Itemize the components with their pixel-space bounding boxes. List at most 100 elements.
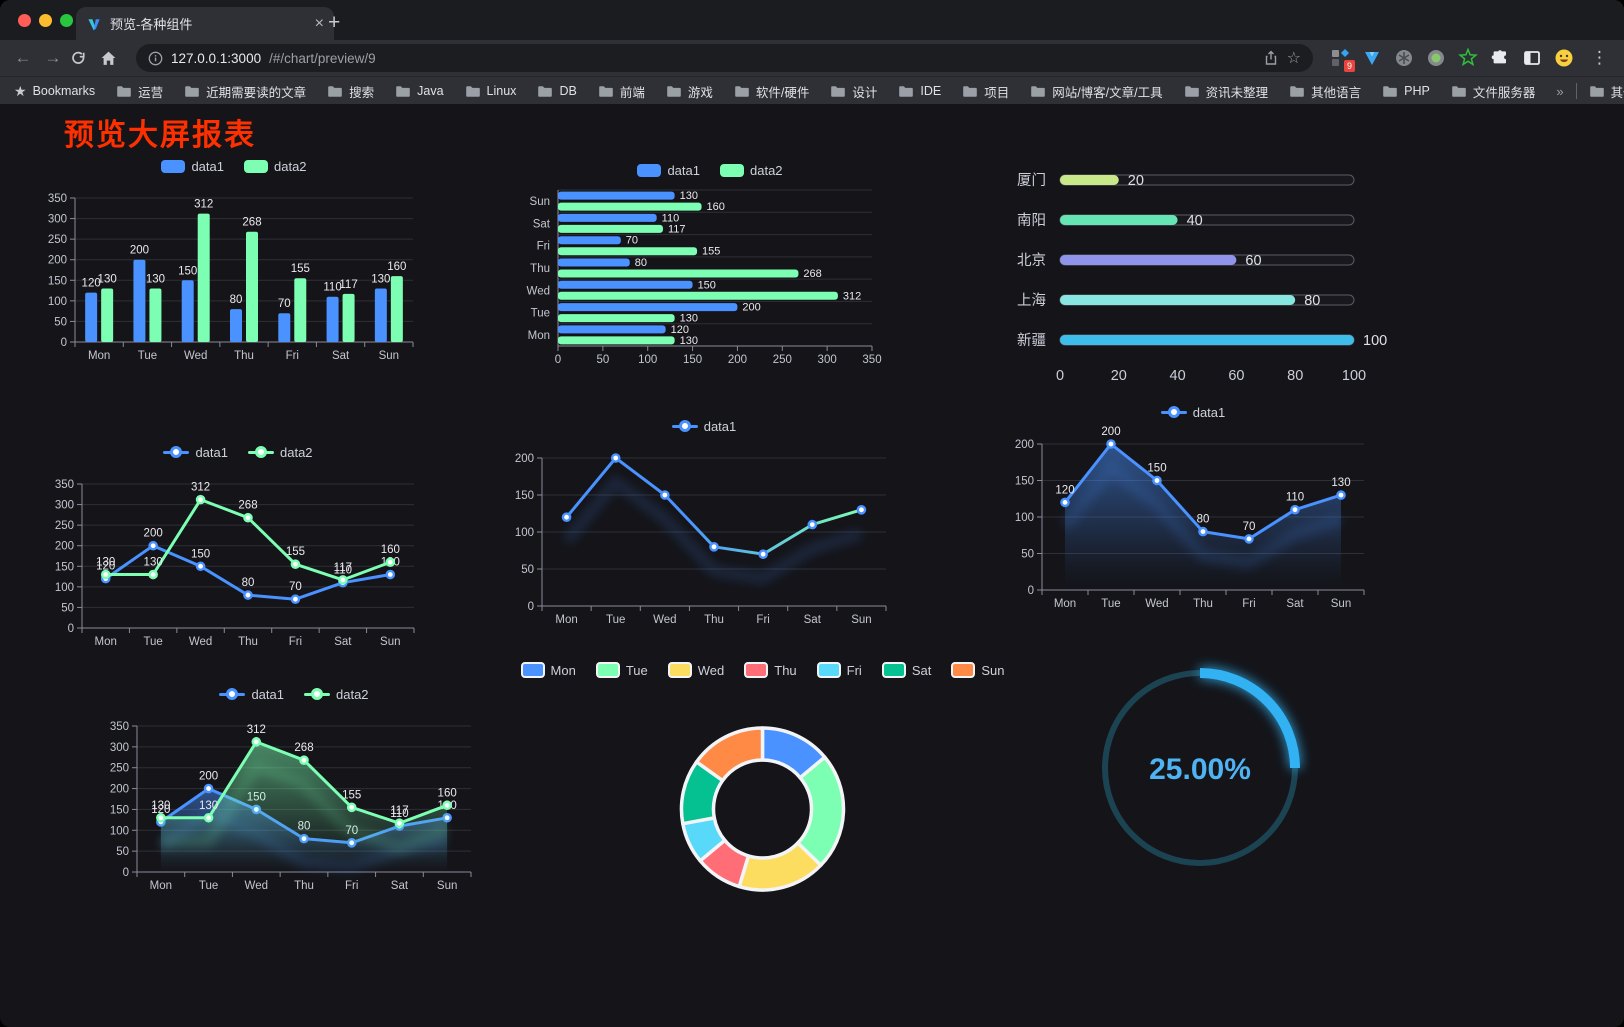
svg-text:Wed: Wed bbox=[1145, 598, 1168, 610]
legend-item-data1[interactable]: data1 bbox=[163, 445, 228, 460]
svg-text:268: 268 bbox=[238, 500, 257, 512]
bookmark-folder[interactable]: 资讯未整理 bbox=[1184, 82, 1269, 101]
two-area-canvas[interactable]: 0 50 100 150 200 250 300 350 Mon Tue Wed Thu Fri Sat S… bbox=[103, 710, 485, 898]
bookmarks-root[interactable]: ★ Bookmarks bbox=[14, 83, 95, 100]
svg-text:70: 70 bbox=[278, 298, 291, 310]
svg-text:Tue: Tue bbox=[606, 614, 625, 626]
percent-gauge-canvas[interactable]: 25.00% bbox=[1094, 660, 1306, 876]
address-bar[interactable]: 127.0.0.1:3000 /#/chart/preview/9 ☆ bbox=[136, 44, 1313, 72]
back-icon[interactable]: ← bbox=[14, 48, 32, 67]
svg-text:200: 200 bbox=[515, 453, 534, 465]
bookmark-folder[interactable]: 软件/硬件 bbox=[734, 82, 809, 101]
bookmark-folder[interactable]: 搜索 bbox=[327, 82, 374, 101]
week-donut-chart[interactable]: Mon Tue Wed Thu Fri Sat Sun bbox=[520, 660, 1004, 932]
grouped-horizontal-bar-chart[interactable]: data1 data2 0 50 100 150 200 250 300 350 Mon Tue Wed… bbox=[512, 160, 908, 372]
legend-item-Sat[interactable]: Sat bbox=[881, 662, 931, 678]
legend-item-data1[interactable]: data1 bbox=[219, 687, 284, 702]
url-host: 127.0.0.1:3000 bbox=[171, 50, 262, 66]
legend-swatch bbox=[1160, 406, 1187, 419]
svg-text:Sun: Sun bbox=[380, 636, 400, 648]
bookmarks-bar: ★ Bookmarks 运营 近期需要读的文章 搜索 Java Linux DB 前端 游戏 软… bbox=[0, 76, 1624, 105]
bookmark-folder[interactable]: DB bbox=[537, 84, 577, 98]
legend-item-Wed[interactable]: Wed bbox=[667, 662, 725, 678]
bookmark-folder[interactable]: IDE bbox=[898, 84, 941, 98]
legend-label: data1 bbox=[251, 686, 284, 702]
close-window-button[interactable] bbox=[18, 14, 31, 27]
legend-item-data1[interactable]: data1 bbox=[1160, 405, 1225, 420]
bookmark-star-icon[interactable]: ☆ bbox=[1286, 50, 1301, 67]
bookmark-folder[interactable]: Linux bbox=[465, 84, 516, 98]
bookmark-folder[interactable]: 游戏 bbox=[666, 82, 713, 101]
grouped-bar-canvas[interactable]: 0 50 100 150 200 250 300 350 Mon Tue Wed Thu Fri Sat S… bbox=[45, 182, 423, 368]
svg-text:150: 150 bbox=[178, 265, 197, 277]
bookmark-folder[interactable]: Java bbox=[395, 84, 444, 98]
legend-item-data1[interactable]: data1 bbox=[671, 419, 736, 434]
area-line-canvas[interactable]: 0 50 100 150 200 Mon Tue Wed Thu Fri Sat Sun 120 200 1… bbox=[1008, 426, 1378, 616]
legend-item-data1[interactable]: data1 bbox=[637, 163, 700, 178]
bookmark-folder[interactable]: 项目 bbox=[962, 82, 1009, 101]
legend-item-data1[interactable]: data1 bbox=[161, 159, 224, 174]
green-star-extension-icon[interactable] bbox=[1457, 47, 1479, 69]
menu-kebab-icon[interactable]: ⋮ bbox=[1591, 48, 1608, 67]
svg-text:160: 160 bbox=[707, 201, 725, 213]
gray-asterisk-extension-icon[interactable] bbox=[1393, 47, 1415, 69]
week-donut-canvas[interactable] bbox=[565, 686, 960, 932]
share-icon[interactable] bbox=[1263, 50, 1279, 66]
two-series-line-chart[interactable]: data1 data2 0 50 100 150 200 250 300 350 Mon Tue Wed… bbox=[48, 442, 428, 654]
bookmark-folder[interactable]: 设计 bbox=[830, 82, 877, 101]
city-progress-chart[interactable]: 厦门 20 南阳 40 北京 60 上海 80 新疆 100 0 20 40 60 80 100 bbox=[998, 156, 1387, 388]
legend-item-data2[interactable]: data2 bbox=[304, 687, 369, 702]
puzzle-extensions-icon[interactable] bbox=[1489, 47, 1511, 69]
bookmark-folder[interactable]: PHP bbox=[1382, 84, 1430, 98]
bookmark-folder[interactable]: 文件服务器 bbox=[1451, 82, 1535, 101]
bookmark-folder[interactable]: 网站/博客/文章/工具 bbox=[1030, 82, 1163, 101]
page-info-icon[interactable] bbox=[148, 51, 163, 66]
legend-item-data2[interactable]: data2 bbox=[244, 159, 307, 174]
grouped-bar-chart[interactable]: data1 data2 0 50 100 150 200 250 300 350 Mon Tue Wed… bbox=[45, 156, 423, 368]
home-icon[interactable] bbox=[100, 50, 126, 67]
gradient-line-canvas[interactable]: 0 50 100 150 200 Mon Tue Wed Thu Fri Sat Sun bbox=[508, 442, 900, 632]
bookmarks-overflow-icon[interactable]: » bbox=[1556, 83, 1564, 99]
reload-icon[interactable] bbox=[70, 50, 96, 67]
area-line-chart[interactable]: data1 0 50 100 150 200 Mon Tue Wed Thu Fri Sat Sun 12… bbox=[1008, 402, 1378, 616]
two-series-area-chart[interactable]: data1 data2 0 50 100 150 200 250 300 350 Mon Tue Wed… bbox=[103, 684, 485, 898]
city-progress-canvas[interactable]: 厦门 20 南阳 40 北京 60 上海 80 新疆 100 0 20 40 60 80 100 bbox=[998, 156, 1387, 388]
legend-item-Mon[interactable]: Mon bbox=[520, 662, 576, 678]
new-tab-button[interactable]: + bbox=[328, 11, 341, 34]
gradient-line-chart[interactable]: data1 0 50 100 150 200 Mon Tue Wed Thu Fri Sat Sun bbox=[508, 416, 900, 632]
svg-text:300: 300 bbox=[48, 214, 67, 226]
svg-text:268: 268 bbox=[294, 742, 313, 754]
forward-icon[interactable]: → bbox=[44, 48, 62, 67]
svg-text:70: 70 bbox=[626, 235, 638, 247]
legend-item-data2[interactable]: data2 bbox=[248, 445, 313, 460]
svg-text:Sat: Sat bbox=[1286, 598, 1304, 610]
bookmark-folder[interactable]: 其他语言 bbox=[1289, 82, 1361, 101]
grouped-hbar-canvas[interactable]: 0 50 100 150 200 250 300 350 Mon Tue Wed Thu Fri Sat S… bbox=[512, 186, 908, 372]
bookmark-folder[interactable]: 近期需要读的文章 bbox=[184, 82, 306, 101]
side-panel-icon[interactable] bbox=[1521, 47, 1543, 69]
svg-text:110: 110 bbox=[662, 212, 680, 224]
tab-close-icon[interactable]: × bbox=[314, 14, 324, 32]
bookmark-folder[interactable]: 运营 bbox=[116, 82, 163, 101]
bookmark-folder-label: 资讯未整理 bbox=[1205, 85, 1269, 100]
two-line-canvas[interactable]: 0 50 100 150 200 250 300 350 Mon Tue Wed Thu Fri Sat S… bbox=[48, 468, 428, 654]
legend-item-data2[interactable]: data2 bbox=[720, 163, 783, 178]
legend-item-Sun[interactable]: Sun bbox=[951, 662, 1004, 678]
zoom-window-button[interactable] bbox=[60, 14, 73, 27]
emoji-extension-icon[interactable] bbox=[1553, 47, 1575, 69]
legend-item-Thu[interactable]: Thu bbox=[744, 662, 797, 678]
vue-devtools-icon[interactable] bbox=[1361, 47, 1383, 69]
minimize-window-button[interactable] bbox=[39, 14, 52, 27]
extension-blocks-icon[interactable]: 9 bbox=[1329, 47, 1355, 72]
svg-text:150: 150 bbox=[48, 275, 67, 287]
percent-gauge-chart[interactable]: 25.00% bbox=[1094, 660, 1306, 876]
svg-text:110: 110 bbox=[1286, 492, 1304, 504]
legend-label: Wed bbox=[697, 662, 725, 678]
legend-item-Fri[interactable]: Fri bbox=[816, 662, 862, 678]
legend-item-Tue[interactable]: Tue bbox=[595, 662, 648, 678]
other-bookmarks[interactable]: 其他书签 bbox=[1589, 82, 1624, 101]
svg-text:Tue: Tue bbox=[143, 636, 162, 648]
bookmark-folder[interactable]: 前端 bbox=[598, 82, 645, 101]
browser-tab[interactable]: 预览-各种组件 × bbox=[76, 7, 334, 40]
gray-green-dot-extension-icon[interactable] bbox=[1425, 47, 1447, 69]
